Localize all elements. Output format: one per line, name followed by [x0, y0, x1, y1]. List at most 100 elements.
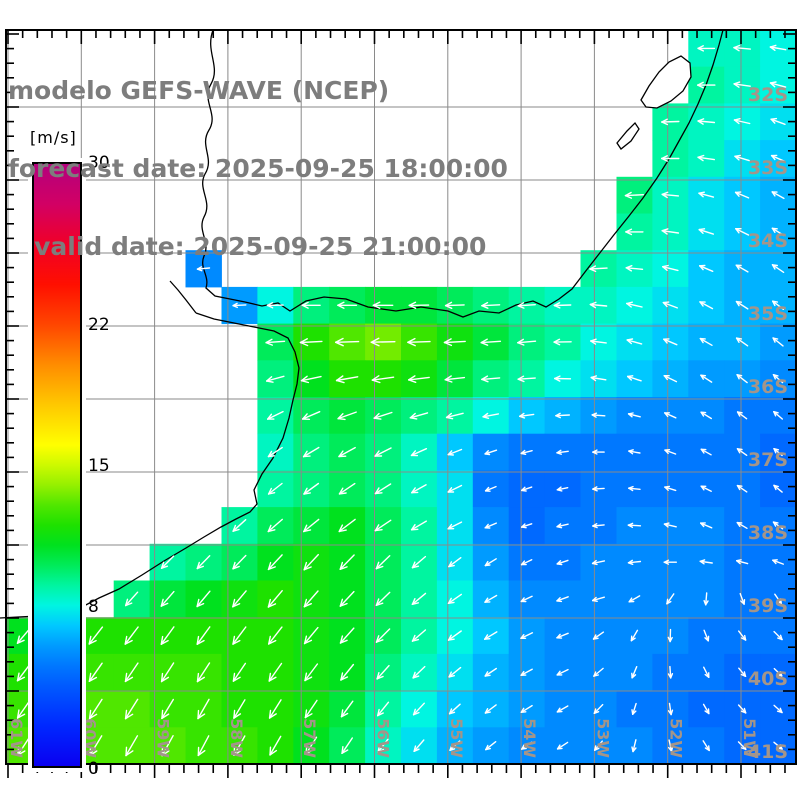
wind-arrow: [196, 662, 211, 683]
wind-arrow-head: [769, 44, 777, 48]
wind-arrow-head: [16, 676, 26, 682]
wind-arrow: [590, 375, 607, 382]
wind-arrow-head: [447, 523, 453, 530]
wind-arrow-head: [124, 639, 133, 645]
wind-arrow-shaft: [376, 664, 390, 680]
wind-arrow-head: [300, 375, 308, 382]
wind-arrow: [735, 337, 749, 347]
wind-arrow-shaft: [232, 304, 247, 307]
wind-arrow: [268, 699, 282, 719]
wind-arrow-head: [699, 559, 706, 562]
wind-arrow-head: [268, 713, 277, 719]
wind-arrow-shaft: [412, 665, 426, 679]
wind-arrow-shaft: [337, 411, 357, 420]
grid-lines-layer: [6, 30, 796, 765]
wind-arrow-shaft: [265, 340, 286, 344]
lat-label: 32S: [748, 84, 788, 106]
wind-arrow-shaft: [702, 703, 710, 715]
wind-arrow-shaft: [668, 739, 673, 752]
wind-arrow-shaft: [484, 449, 498, 455]
wind-arrow: [631, 739, 637, 753]
wind-arrow-shaft: [447, 448, 463, 456]
lat-label: 37S: [748, 449, 788, 471]
wind-arrow: [626, 301, 643, 308]
wind-arrow: [556, 668, 569, 676]
wind-arrow-head: [480, 341, 489, 346]
wind-arrow-head: [447, 450, 453, 456]
wind-arrow: [739, 592, 746, 605]
wind-arrow: [16, 663, 32, 682]
wind-arrow-head: [698, 191, 705, 194]
wind-arrow-shaft: [232, 519, 247, 532]
wind-arrow-head: [88, 713, 98, 720]
wind-arrow-head: [266, 376, 273, 382]
wind-arrow-head: [302, 450, 308, 458]
wind-arrow-head: [303, 566, 312, 571]
wind-arrow-head: [631, 709, 634, 715]
wind-arrow: [265, 338, 286, 346]
wind-arrow: [668, 739, 674, 752]
wind-arrow-shaft: [519, 413, 535, 417]
wind-arrow-shaft: [413, 739, 425, 752]
wind-arrow: [267, 446, 283, 458]
wind-arrow: [517, 302, 536, 309]
wind-arrow-head: [303, 487, 308, 495]
wind-arrow: [520, 632, 534, 639]
wind-arrow-head: [16, 672, 20, 682]
wind-arrow-head: [661, 193, 668, 199]
axis-labels-layer: 32S 33S 34S 35S 36S 37S 38S 39S 40S 41S 61W 60W 59W 5…: [7, 84, 788, 763]
wind-arrow-shaft: [773, 704, 783, 714]
map-frame: [5, 29, 797, 765]
wind-arrow-head: [335, 379, 345, 384]
wind-arrow-shaft: [374, 483, 392, 495]
wind-arrow: [593, 703, 604, 714]
wind-arrow-head: [626, 302, 632, 308]
wind-arrow-head: [443, 341, 453, 347]
wind-arrow-head: [769, 46, 776, 51]
wind-arrow: [303, 518, 320, 533]
wind-arrow-head: [337, 417, 346, 421]
wind-arrow-shaft: [448, 666, 462, 678]
wind-arrow-shaft: [593, 667, 604, 677]
wind-arrow: [448, 557, 462, 568]
wind-arrow-shaft: [663, 338, 678, 346]
wind-arrow-head: [447, 597, 452, 604]
wind-arrow-shaft: [556, 523, 569, 528]
wind-arrow-shaft: [124, 626, 139, 645]
wind-arrow-head: [740, 600, 745, 605]
wind-arrow-head: [481, 301, 489, 307]
wind-arrow-head: [556, 560, 562, 565]
lat-label: 38S: [748, 522, 788, 544]
wind-arrow: [771, 191, 785, 200]
wind-arrow-head: [161, 750, 170, 757]
wind-arrow-head: [232, 561, 236, 570]
wind-arrow-head: [481, 378, 489, 383]
wind-arrow-head: [519, 412, 525, 417]
wind-arrow-shaft: [700, 411, 712, 420]
wind-arrow-shaft: [339, 590, 355, 607]
wind-arrow: [700, 485, 712, 492]
wind-arrow-shaft: [661, 120, 680, 123]
wind-arrow-head: [377, 748, 385, 753]
wind-arrow-head: [375, 639, 384, 643]
wind-arrow-head: [88, 639, 97, 645]
wind-arrow-shaft: [771, 227, 785, 237]
wind-arrow: [412, 665, 426, 679]
wind-arrow-shaft: [627, 375, 642, 382]
wind-arrow: [772, 521, 784, 530]
wind-arrow-shaft: [770, 154, 786, 163]
wind-arrow-head: [733, 83, 740, 88]
wind-arrow-shaft: [591, 414, 606, 417]
colorbar-tick-label: 30: [88, 153, 110, 173]
wind-arrow: [773, 630, 783, 641]
wind-arrow-shaft: [269, 735, 282, 756]
wind-arrow: [374, 519, 392, 532]
wind-arrow-head: [666, 598, 669, 605]
wind-arrow: [735, 264, 749, 273]
wind-arrow: [337, 411, 357, 421]
wind-arrow-head: [16, 713, 26, 719]
wind-arrow: [624, 191, 644, 199]
wind-arrow: [88, 626, 104, 645]
wind-arrow-head: [410, 450, 416, 457]
